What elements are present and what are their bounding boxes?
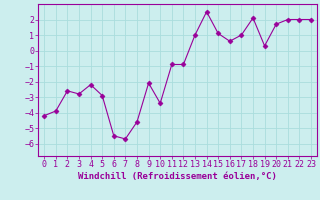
X-axis label: Windchill (Refroidissement éolien,°C): Windchill (Refroidissement éolien,°C) [78, 172, 277, 181]
